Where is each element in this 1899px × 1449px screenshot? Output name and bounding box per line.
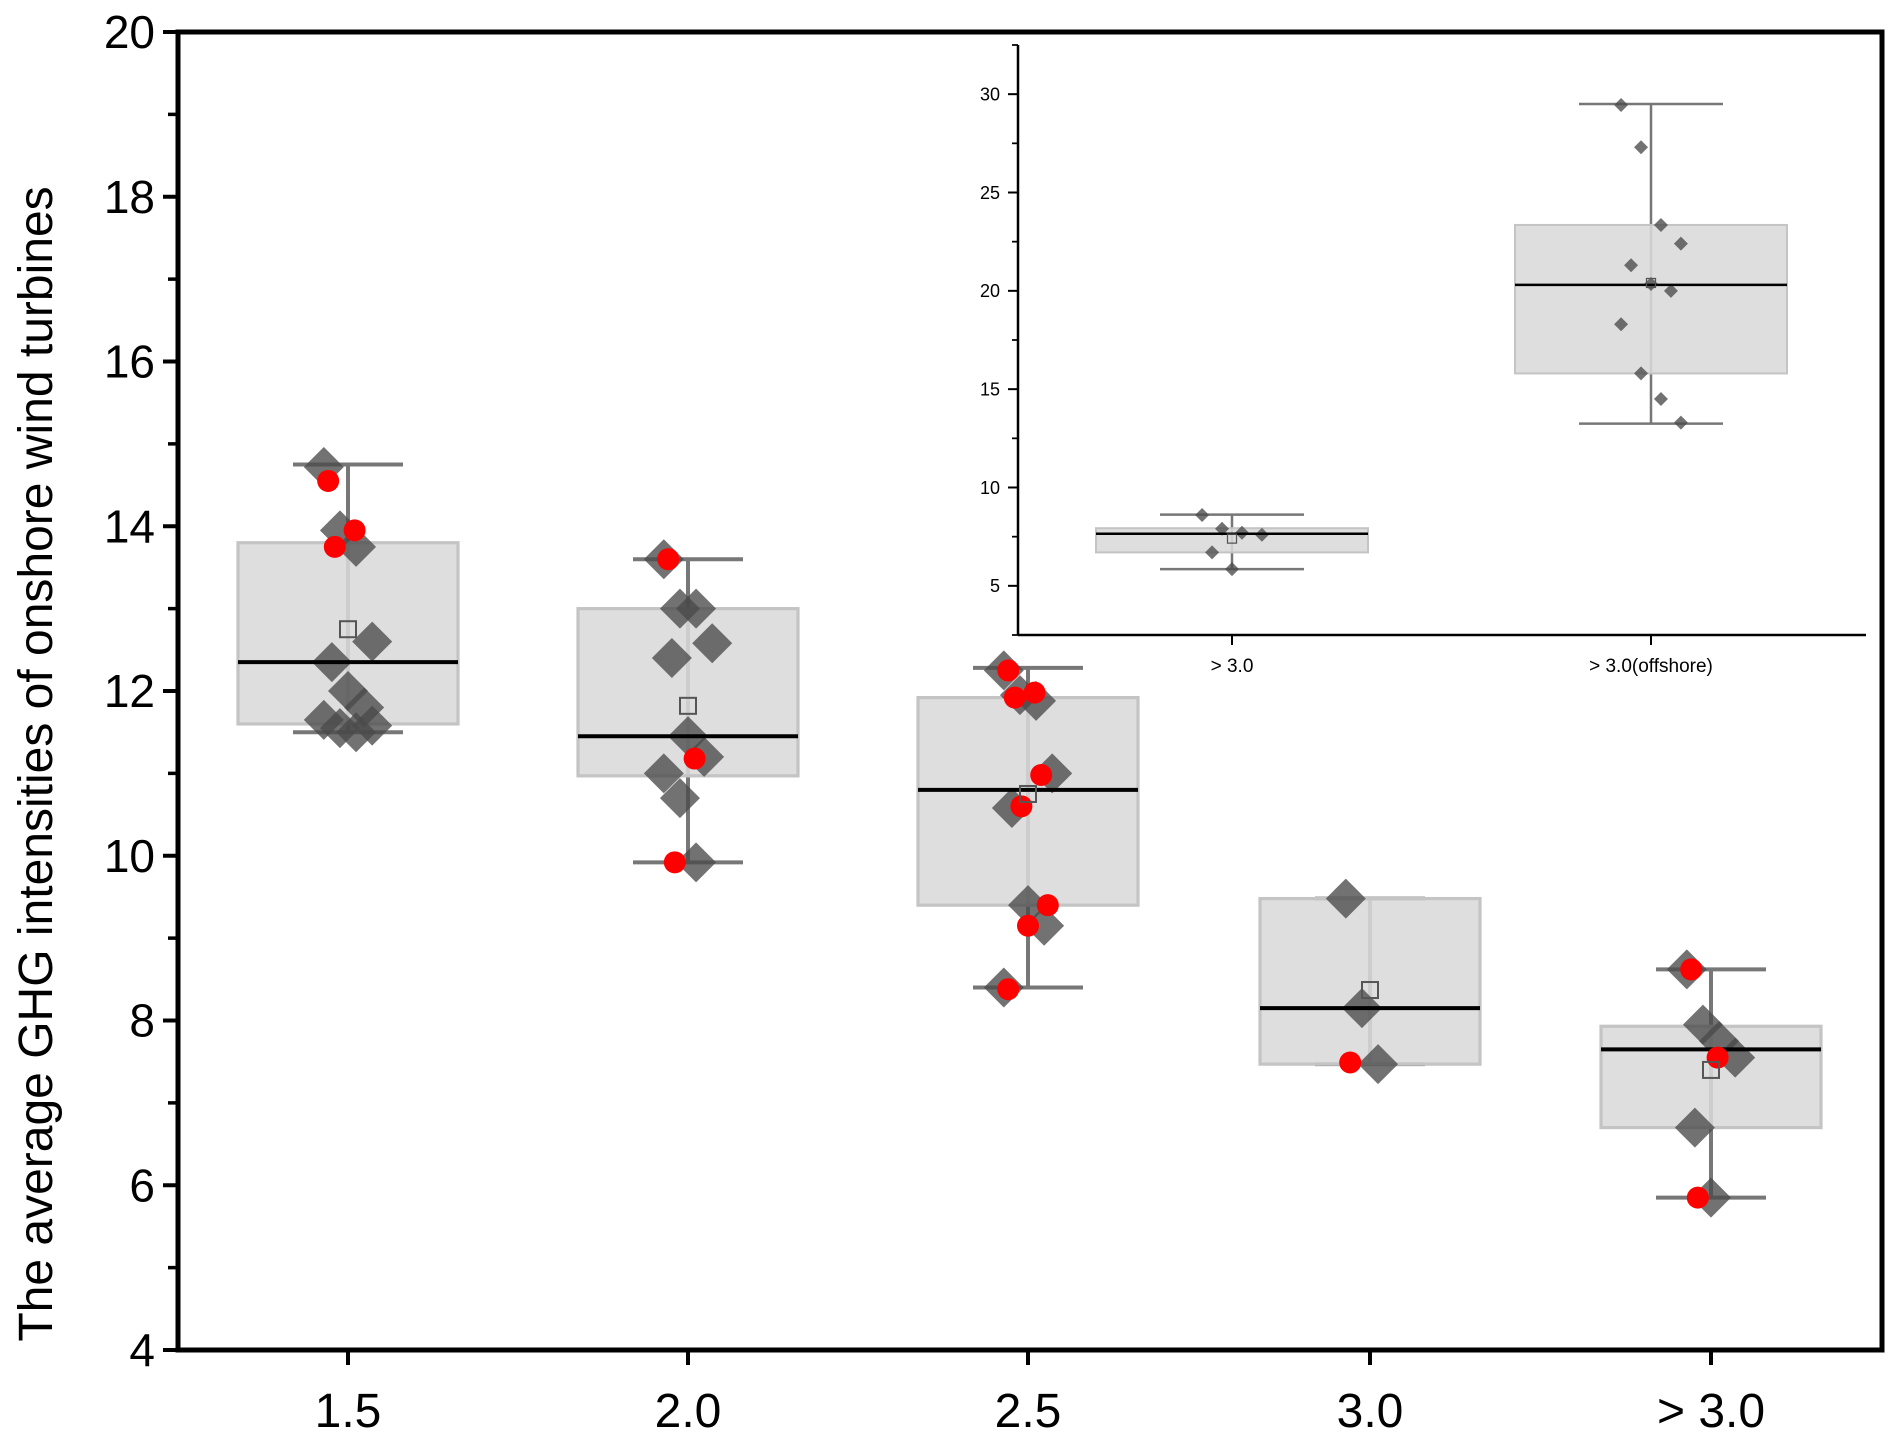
y-tick-label: 4 — [129, 1324, 155, 1376]
highlight-point-2-5 — [1017, 914, 1039, 937]
highlight-point-2-5 — [997, 978, 1020, 1001]
inset-mean-marker-3-0-offshore — [1645, 277, 1657, 289]
inset-data-point-3-0-offshore — [1673, 236, 1688, 251]
inset-data-point-3-0-offshore — [1663, 283, 1678, 298]
data-point-3-0 — [1674, 1107, 1715, 1148]
data-point-3-0 — [1325, 878, 1366, 919]
inset-data-point-3-0 — [1225, 562, 1239, 577]
y-tick-label: 20 — [104, 6, 155, 58]
mean-marker-2-0 — [679, 696, 697, 715]
highlight-point-2-0 — [663, 851, 686, 874]
y-tick-label: 16 — [104, 336, 155, 388]
inset-data-point-3-0 — [1195, 508, 1210, 523]
highlight-point-2-5 — [1030, 764, 1053, 787]
inset-data-point-3-0 — [1215, 521, 1230, 536]
highlight-point-2-5 — [1010, 795, 1033, 818]
mean-marker-3-0 — [1702, 1060, 1720, 1079]
data-point-2-0 — [676, 842, 717, 883]
x-tick-label-3-0: 3.0 — [1337, 1385, 1404, 1438]
data-point-2-0 — [692, 623, 733, 664]
highlight-point-2-5 — [997, 659, 1020, 682]
y-axis-label: The average GHG intensities of onshore w… — [10, 186, 63, 1341]
highlight-point-3-0 — [1680, 958, 1703, 981]
data-point-1-5 — [352, 705, 393, 746]
inset-y-tick-label: 20 — [980, 281, 1000, 301]
y-tick-label: 14 — [104, 500, 155, 552]
y-tick-label: 18 — [104, 171, 155, 223]
inset-data-point-3-0 — [1205, 545, 1220, 560]
inset-data-point-3-0-offshore — [1634, 366, 1649, 381]
inset-mean-marker-3-0 — [1226, 533, 1238, 544]
y-tick-label: 12 — [104, 665, 155, 717]
highlight-point-1-5 — [323, 535, 346, 558]
inset-data-point-3-0-offshore — [1653, 217, 1668, 232]
x-tick-label-3-0: > 3.0 — [1657, 1385, 1765, 1438]
data-point-2-0 — [676, 588, 717, 629]
mean-marker-1-5 — [339, 620, 357, 639]
inset-box-3-0-offshore — [1514, 223, 1788, 375]
inset-x-tick-label-3-0-offshore: > 3.0(offshore) — [1589, 656, 1713, 677]
highlight-point-1-5 — [343, 519, 366, 542]
inset-y-tick-label: 10 — [980, 478, 1000, 498]
inset-data-point-3-0-offshore — [1634, 140, 1649, 155]
highlight-point-2-5 — [1036, 894, 1059, 917]
highlight-point-2-0 — [657, 548, 680, 571]
highlight-point-3-0 — [1686, 1186, 1709, 1209]
highlight-point-1-5 — [317, 469, 340, 492]
data-point-2-0 — [659, 778, 700, 819]
x-tick-label-2-5: 2.5 — [995, 1385, 1062, 1438]
inset-y-tick-label: 25 — [980, 183, 1000, 203]
inset-y-tick-label: 15 — [980, 379, 1000, 399]
inset-plot: 5 10 15 20 25 30 > 3.0 > 3.0(offshore) — [980, 44, 1866, 677]
y-tick-label: 10 — [104, 830, 155, 882]
highlight-point-3-0 — [1706, 1046, 1729, 1069]
x-tick-label-1-5: 1.5 — [315, 1385, 382, 1438]
y-tick-label: 8 — [129, 995, 155, 1047]
x-tick-label-2-0: 2.0 — [655, 1385, 722, 1438]
inset-data-point-3-0-offshore — [1614, 317, 1629, 332]
highlight-point-3-0 — [1339, 1051, 1362, 1074]
data-point-1-5 — [352, 621, 393, 662]
data-point-2-0 — [651, 638, 692, 679]
y-tick-label: 6 — [129, 1159, 155, 1211]
highlight-point-2-0 — [683, 747, 706, 770]
mean-marker-2-5 — [1019, 784, 1037, 803]
inset-data-point-3-0-offshore — [1653, 392, 1668, 406]
mean-marker-3-0 — [1361, 981, 1379, 1000]
inset-x-tick-label-3-0: > 3.0 — [1211, 656, 1254, 677]
inset-y-tick-label: 5 — [990, 576, 1000, 596]
inset-data-point-3-0-offshore — [1624, 258, 1639, 273]
highlight-point-2-5 — [1003, 686, 1026, 709]
inset-y-tick-label: 30 — [980, 84, 1000, 104]
inset-data-point-3-0-offshore — [1673, 415, 1688, 430]
data-point-2-5 — [1024, 905, 1065, 946]
inset-box-3-0 — [1095, 527, 1369, 554]
data-point-2-0 — [643, 753, 684, 794]
inset-data-point-3-0-offshore — [1614, 97, 1629, 112]
highlight-point-2-5 — [1023, 681, 1046, 704]
main-plot: 4 6 8 10 12 14 16 18 20 1.5 2.0 2.5 3.0 > 3.0 — [104, 6, 1885, 1438]
data-point-3-0 — [1358, 1044, 1399, 1085]
